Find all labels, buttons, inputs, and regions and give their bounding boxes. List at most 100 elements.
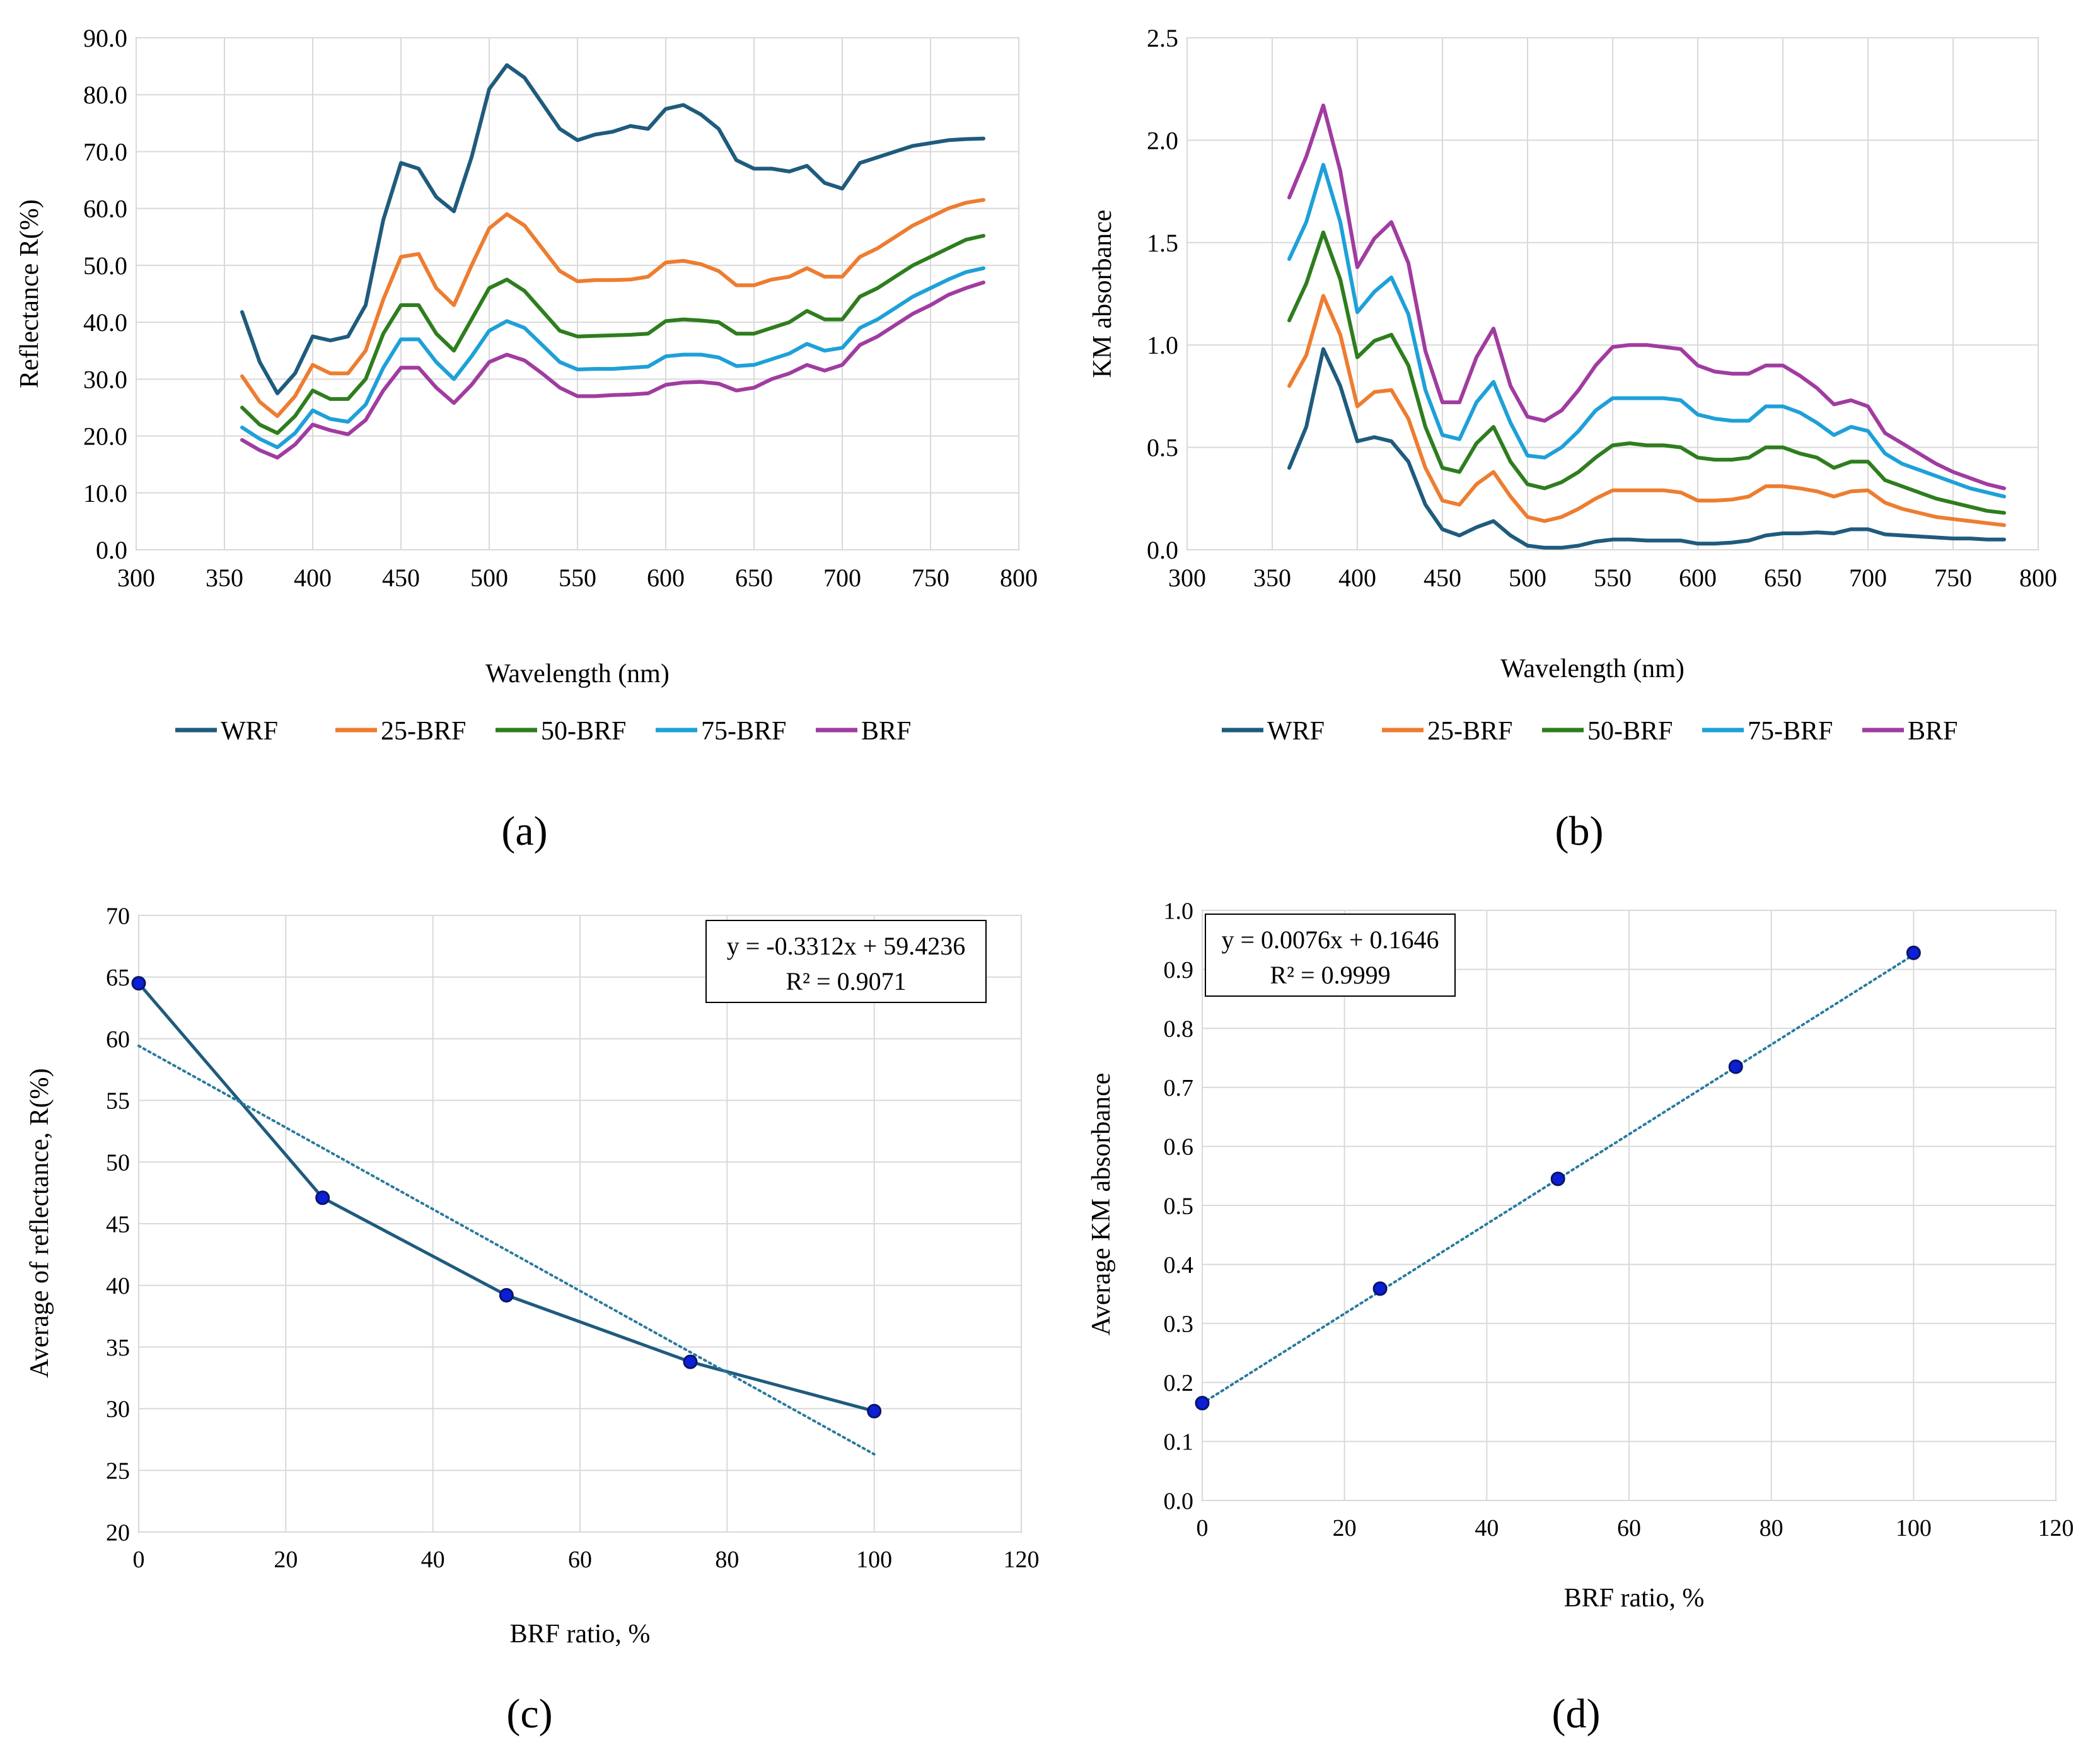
x-tick-label-a: 350 <box>206 564 243 592</box>
y-tick-labels-b: 0.0 0.5 1.0 1.5 2.0 2.5 <box>1147 24 1178 564</box>
y-tick-label-d: 0.2 <box>1164 1370 1194 1396</box>
y-tick-label-a: 90.0 <box>83 24 127 52</box>
x-axis-title-c: BRF ratio, % <box>510 1620 651 1649</box>
equation-box-d <box>1205 914 1456 997</box>
data-point-d <box>1550 1171 1565 1187</box>
panel-label-d: (d) <box>1552 1691 1601 1737</box>
y-tick-label-c: 45 <box>106 1211 130 1238</box>
x-tick-label-a: 700 <box>823 564 861 592</box>
x-tick-label-b: 550 <box>1594 564 1632 592</box>
y-tick-label-b: 2.5 <box>1147 24 1178 52</box>
y-tick-label-c: 50 <box>106 1150 130 1176</box>
y-axis-title-c: Average of reflectance, R(%) <box>25 1068 54 1378</box>
x-tick-label-b: 600 <box>1679 564 1717 592</box>
x-tick-label-c: 120 <box>1004 1546 1040 1573</box>
legend-label-b: WRF <box>1267 717 1325 746</box>
y-tick-label-c: 20 <box>106 1519 130 1546</box>
trendline-equation-box-c: y = -0.3312x + 59.4236 R² = 0.9071 <box>705 920 987 1003</box>
series-line-75-brf-b <box>1287 163 2006 499</box>
x-tick-label-a: 550 <box>559 564 596 592</box>
y-tick-label-d: 1.0 <box>1164 898 1194 924</box>
x-tick-label-d: 80 <box>1760 1515 1784 1541</box>
y-tick-label-c: 65 <box>106 965 130 991</box>
x-tick-label-b: 350 <box>1253 564 1291 592</box>
x-tick-label-c: 80 <box>715 1546 739 1573</box>
legend-label-a: BRF <box>861 717 911 746</box>
y-tick-labels-c: 20 25 30 35 40 45 50 55 60 65 70 <box>106 903 130 1546</box>
x-tick-label-b: 450 <box>1424 564 1461 592</box>
series-lines-a <box>240 63 985 460</box>
series-line-brf-a <box>240 281 985 460</box>
chart-panel-d: 0 20 40 60 80 100 120 0.0 0.1 0.2 0.3 0.4 0.5 0.6 0.7… <box>1087 898 2074 1737</box>
gridlines-c <box>138 915 1022 1533</box>
series-lines-b <box>1287 103 2006 550</box>
y-tick-label-a: 0.0 <box>96 536 127 564</box>
y-tick-label-d: 0.5 <box>1164 1193 1194 1219</box>
legend-a: WRF 25-BRF 50-BRF 75-BRF BRF <box>175 717 911 746</box>
y-tick-label-a: 20.0 <box>83 422 127 451</box>
y-tick-label-d: 0.0 <box>1164 1488 1194 1514</box>
x-tick-label-b: 300 <box>1168 564 1206 592</box>
y-tick-labels-a: 0.0 10.0 20.0 30.0 40.0 50.0 60.0 70.0 80.0 90.0 <box>83 24 127 564</box>
legend-label-a: 50-BRF <box>541 717 626 746</box>
gridlines-d <box>1202 910 2056 1501</box>
x-tick-label-c: 20 <box>274 1546 298 1573</box>
data-point-d <box>1728 1059 1743 1074</box>
y-tick-label-d: 0.7 <box>1164 1075 1194 1101</box>
trendline-equation-d: y = 0.0076x + 0.1646 <box>1221 926 1439 954</box>
x-tick-label-c: 0 <box>133 1546 145 1573</box>
x-tick-label-a: 650 <box>735 564 773 592</box>
legend-item-50-brf-a: 50-BRF <box>496 717 626 746</box>
data-point-c <box>867 1403 882 1419</box>
y-tick-labels-d: 0.0 0.1 0.2 0.3 0.4 0.5 0.6 0.7 0.8 0.9 1.0 <box>1164 898 1194 1514</box>
series-line-50-brf-a <box>240 234 985 435</box>
legend-item-25-brf-a: 25-BRF <box>335 717 466 746</box>
chart-panel-b: 300 350 400 450 500 550 600 650 700 750 800 0.0 0.5… <box>1088 24 2057 854</box>
data-point-d <box>1906 945 1921 960</box>
y-tick-label-b: 1.5 <box>1147 229 1178 257</box>
data-point-d <box>1195 1396 1210 1411</box>
y-axis-title-d: Average KM absorbance <box>1087 1073 1116 1336</box>
x-tick-label-b: 700 <box>1849 564 1887 592</box>
series-line-50-brf-b <box>1287 230 2006 515</box>
y-tick-label-d: 0.1 <box>1164 1429 1194 1456</box>
legend-label-b: 75-BRF <box>1748 717 1833 746</box>
x-tick-labels-b: 300 350 400 450 500 550 600 650 700 750 800 <box>1168 564 2057 592</box>
series-line-wrf-a <box>240 63 985 395</box>
series-line-25-brf-b <box>1287 294 2006 527</box>
trendline-equation-box-d: y = 0.0076x + 0.1646 R² = 0.9999 <box>1205 914 1456 997</box>
y-tick-label-d: 0.3 <box>1164 1311 1194 1338</box>
y-tick-label-a: 30.0 <box>83 365 127 393</box>
data-point-c <box>499 1287 514 1303</box>
y-tick-label-b: 1.0 <box>1147 331 1178 359</box>
x-tick-label-d: 60 <box>1617 1515 1641 1541</box>
x-tick-label-a: 750 <box>912 564 949 592</box>
linear-trendline-c <box>137 1044 876 1456</box>
x-tick-label-c: 100 <box>856 1546 892 1573</box>
x-tick-label-a: 800 <box>1000 564 1038 592</box>
legend-item-wrf-b: WRF <box>1222 717 1325 746</box>
y-tick-label-b: 2.0 <box>1147 126 1178 154</box>
legend-label-b: BRF <box>1908 717 1958 746</box>
legend-item-50-brf-b: 50-BRF <box>1542 717 1673 746</box>
y-tick-label-a: 70.0 <box>83 137 127 166</box>
data-point-d <box>1372 1281 1388 1296</box>
y-axis-title-b: KM absorbance <box>1088 209 1117 378</box>
series-line-75-brf-a <box>240 266 985 450</box>
y-tick-label-c: 55 <box>106 1088 130 1115</box>
x-tick-label-b: 650 <box>1764 564 1802 592</box>
data-point-c <box>315 1190 330 1205</box>
y-tick-label-b: 0.5 <box>1147 434 1178 462</box>
x-tick-label-c: 60 <box>568 1546 592 1573</box>
legend-label-b: 50-BRF <box>1587 717 1673 746</box>
y-tick-label-c: 60 <box>106 1026 130 1053</box>
y-tick-label-c: 25 <box>106 1458 130 1485</box>
panel-label-a: (a) <box>501 808 547 854</box>
legend-item-brf-b: BRF <box>1862 717 1958 746</box>
panel-label-c: (c) <box>506 1691 552 1737</box>
y-tick-label-c: 70 <box>106 903 130 929</box>
x-tick-label-a: 400 <box>294 564 332 592</box>
x-tick-label-b: 750 <box>1934 564 1972 592</box>
y-tick-label-d: 0.8 <box>1164 1016 1194 1043</box>
r-squared-c: R² = 0.9071 <box>786 967 906 995</box>
